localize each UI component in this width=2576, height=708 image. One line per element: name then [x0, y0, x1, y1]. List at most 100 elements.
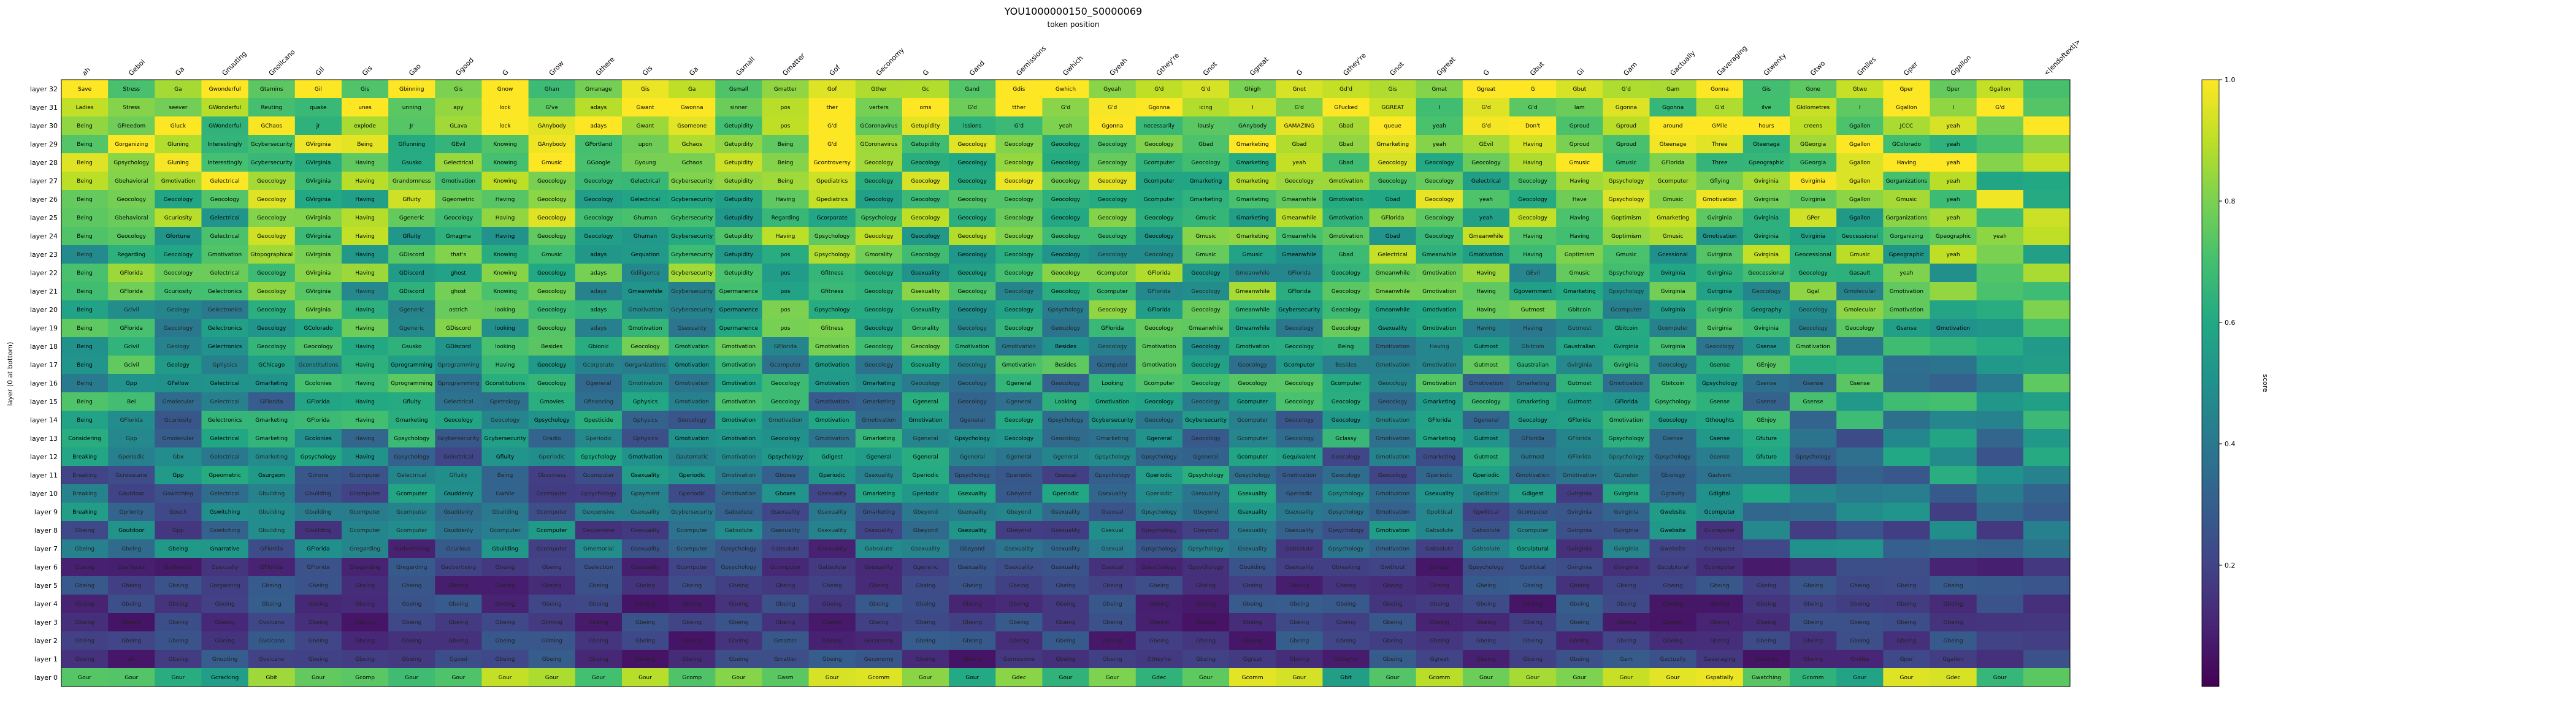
heatmap-cell [481, 539, 529, 558]
heatmap-cell [388, 521, 435, 540]
heatmap-cell [1322, 319, 1370, 338]
colorbar-tick-label: 0.2 [2225, 561, 2236, 569]
heatmap-cell-text: Gsexuality [1238, 546, 1267, 552]
heatmap-cell [1556, 337, 1603, 356]
heatmap-cell [1089, 337, 1137, 356]
heatmap-cell-text: issions [963, 123, 982, 129]
heatmap-cell-text: Getupidity [724, 252, 754, 258]
heatmap-cell-text: Gperiodic [1286, 491, 1313, 497]
heatmap-cell-text: Gbeing [1430, 620, 1449, 626]
heatmap-cell [669, 374, 716, 393]
heatmap-cell-text: Gmotivation [722, 491, 756, 497]
heatmap-cell-text: Gclassy [1335, 436, 1357, 442]
heatmap-cell-text: Gmotivation [628, 307, 662, 313]
heatmap-cell [1509, 356, 1557, 375]
heatmap-cell [575, 208, 623, 227]
heatmap-cell-text: Gsmall [729, 86, 748, 93]
heatmap-cell [1089, 503, 1137, 522]
heatmap-cell [1790, 282, 1837, 301]
heatmap-cell [341, 374, 389, 393]
heatmap-cell [1276, 521, 1323, 540]
heatmap-cell [201, 595, 249, 614]
heatmap-cell [669, 668, 716, 687]
heatmap-cell [1696, 392, 1744, 411]
heatmap-cell [808, 503, 856, 522]
heatmap-cell-text: Gsexuality [1051, 565, 1081, 571]
heatmap-cell [669, 576, 716, 595]
heatmap-cell [1742, 356, 1790, 375]
heatmap-cell-text: Geocology [1005, 234, 1034, 240]
heatmap-cell-text: Geocology [1144, 325, 1174, 332]
heatmap-cell [1416, 392, 1463, 411]
heatmap-cell-text: Gbeing [775, 601, 795, 607]
heatmap-cell-text: GEvil [1479, 142, 1493, 148]
heatmap-cell-text: Geocology [1191, 289, 1221, 295]
heatmap-cell [1322, 650, 1370, 669]
heatmap-cell-text: Being [77, 142, 93, 148]
heatmap-cell-text: GFlorida [260, 565, 283, 571]
heatmap-cell [201, 539, 249, 558]
heatmap-cell-text: Gbeing [1103, 601, 1122, 607]
heatmap-cell-text: Gpsychology [1188, 473, 1224, 479]
heatmap-cell [61, 374, 109, 393]
heatmap-cell [481, 466, 529, 485]
heatmap-cell [1509, 172, 1557, 191]
heatmap-cell [108, 300, 155, 319]
heatmap-cell-text: Gbeing [168, 601, 188, 607]
heatmap-cell-text: Gmotivation [1516, 473, 1549, 479]
heatmap-cell [1369, 576, 1417, 595]
heatmap-cell [61, 282, 109, 301]
heatmap-cell [808, 356, 856, 375]
heatmap-cell-text: Gbeing [1944, 620, 1963, 626]
heatmap-cell [1369, 172, 1417, 191]
heatmap-cell [1509, 503, 1557, 522]
heatmap-cell-text: Gswitching [210, 509, 240, 516]
heatmap-cell-text: Getupidity [724, 270, 754, 276]
heatmap-cell [762, 245, 810, 264]
heatmap-cell [155, 466, 202, 485]
heatmap-cell-text: Being [77, 160, 93, 166]
heatmap-cell-text: Gbeing [168, 546, 188, 552]
heatmap-cell [1042, 172, 1090, 191]
heatmap-cell [621, 319, 669, 338]
heatmap-cell [1556, 264, 1603, 283]
y-tick-label: layer 1 [34, 655, 58, 663]
heatmap-cell [435, 447, 482, 466]
heatmap-cell [715, 539, 762, 558]
y-tick-label: layer 11 [30, 471, 58, 479]
heatmap-cell [1790, 300, 1837, 319]
heatmap-cell-text: Geocology [164, 252, 193, 258]
heatmap-cell [1603, 319, 1650, 338]
heatmap-cell-text: Being [77, 197, 93, 203]
heatmap-cell-text: Gregarding [350, 565, 380, 571]
heatmap-cell-text: Gluck [171, 123, 186, 129]
heatmap-cell-text: Ggeneral [1006, 381, 1032, 387]
heatmap-cell [902, 300, 949, 319]
heatmap-cell [1042, 153, 1090, 172]
y-tick-label: layer 10 [30, 490, 58, 498]
y-tick-label: layer 14 [30, 416, 58, 424]
heatmap-cell [902, 245, 949, 264]
heatmap-cell [435, 245, 482, 264]
heatmap-cell-text: Gour [78, 675, 91, 681]
heatmap-cell [1416, 631, 1463, 650]
heatmap-cell [2023, 558, 2071, 577]
heatmap-cell [1930, 319, 1977, 338]
heatmap-cell [808, 411, 856, 430]
heatmap-cell-text: Gbeing [589, 601, 608, 607]
heatmap-cell [1696, 245, 1744, 264]
heatmap-cell [669, 190, 716, 209]
heatmap-cell-text: Gsexuality [631, 565, 660, 571]
heatmap-cell-text: Gsexuality [911, 546, 940, 552]
heatmap-cell-text: Gcybersecurity [671, 289, 713, 295]
heatmap-cell-text: Gorganizing [1890, 234, 1923, 240]
heatmap-cell [528, 429, 576, 448]
heatmap-cell-text: Gcomputer [396, 528, 427, 534]
heatmap-cell-text: Gsuddenly [443, 491, 473, 497]
heatmap-cell [1930, 116, 1977, 135]
heatmap-cell-text: Gbeing [448, 638, 468, 644]
heatmap-cell [294, 447, 342, 466]
heatmap-cell [1556, 116, 1603, 135]
heatmap-cell [1322, 595, 1370, 614]
heatmap-cell [1603, 356, 1650, 375]
